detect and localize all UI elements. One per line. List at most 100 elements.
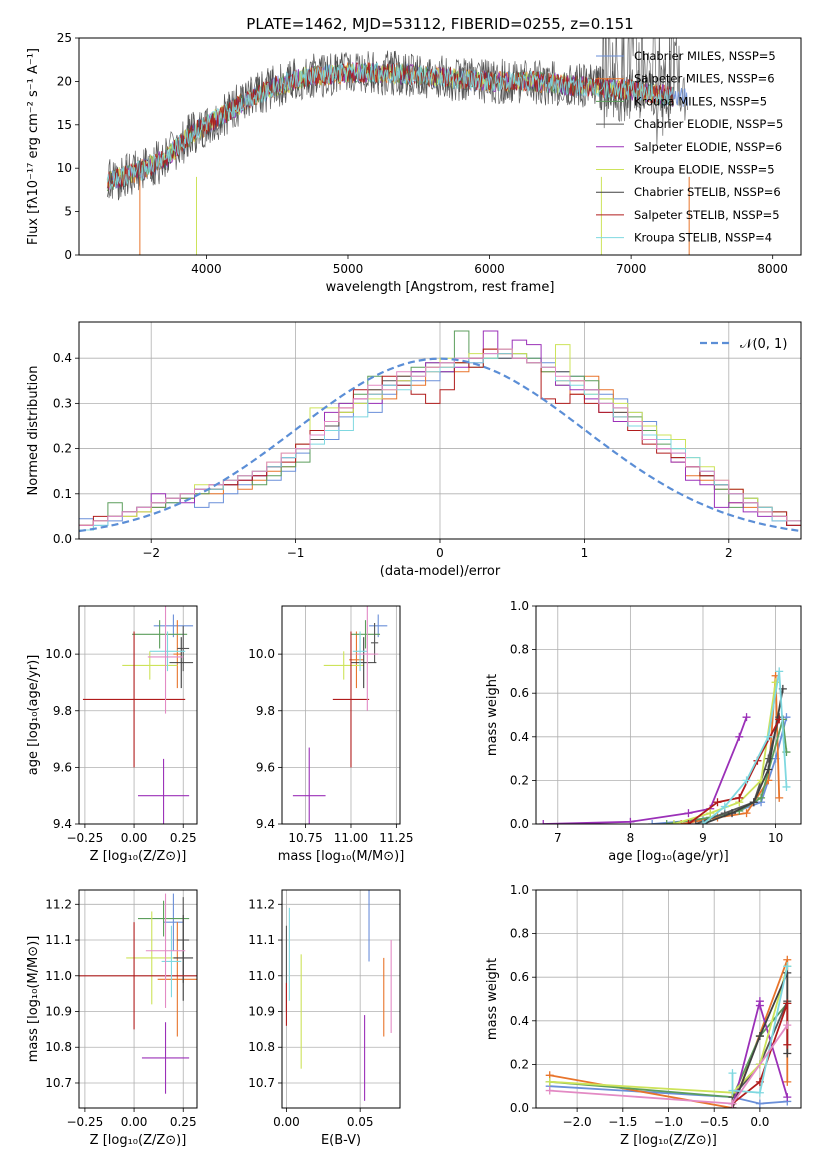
x-axis-label: wavelength [Angstrom, rest frame] — [326, 280, 555, 295]
x-tick-label: 0.0 — [750, 1115, 769, 1129]
x-tick-label: −0.25 — [67, 831, 104, 845]
histogram-step — [79, 348, 801, 539]
y-tick-label: 11.1 — [45, 933, 72, 947]
y-tick-label: 0.0 — [53, 532, 72, 546]
y-tick-label: 10.0 — [45, 647, 72, 661]
y-tick-label: 0.6 — [510, 970, 529, 984]
weight-line — [652, 716, 788, 824]
y-tick-label: 10.8 — [248, 1040, 275, 1054]
figure-title: PLATE=1462, MJD=53112, FIBERID=0255, z=0… — [246, 15, 633, 33]
y-tick-label: 0.0 — [510, 1101, 529, 1115]
age-vs-mass-panel: 10.75 11.00 11.25 9.4 9.6 9.8 10.0 mass [log₁₀(… — [248, 605, 414, 864]
weight-marker — [728, 809, 737, 818]
weight-marker — [648, 820, 657, 824]
x-tick-label: 0.00 — [273, 1115, 300, 1129]
legend-label: Kroupa STELIB, NSSP=4 — [634, 231, 772, 245]
weight-marker — [626, 817, 635, 824]
x-tick-label: −1 — [287, 546, 305, 560]
weight-marker — [539, 820, 548, 824]
x-tick-label: 0.25 — [170, 831, 197, 845]
x-tick-label: −0.5 — [700, 1115, 729, 1129]
x-tick-label: 8000 — [757, 262, 788, 276]
y-tick-label: 1.0 — [510, 599, 529, 613]
weight-marker — [764, 732, 773, 741]
age-vs-Z-panel: −0.25 0.00 0.25 9.4 9.6 9.8 10.0 Z [log₁₀(Z/Z⊙)… — [26, 605, 198, 864]
weight-marker — [684, 820, 693, 824]
mass-vs-Z-panel: −0.25 0.00 0.25 10.7 10.8 10.9 11.0 11.1 11.2 Z [… — [26, 889, 198, 1148]
weight-marker — [755, 1032, 764, 1041]
y-tick-label: 9.4 — [256, 817, 275, 831]
spectrum-panel: 4000 5000 6000 7000 8000 0 5 10 15 20 25 wavelength… — [26, 31, 802, 295]
weight-marker — [783, 1077, 792, 1086]
y-tick-label: 0.4 — [510, 730, 529, 744]
weight-marker — [757, 793, 766, 802]
weight-marker — [684, 809, 693, 818]
x-tick-label: −1.0 — [654, 1115, 683, 1129]
x-tick-label: 4000 — [191, 262, 222, 276]
massweight-vs-Z-marks — [545, 955, 792, 1108]
axes-frame — [78, 37, 802, 256]
x-axis-label: E(B-V) — [321, 1133, 361, 1148]
plots-layer: 4000 5000 6000 7000 80000510152025wavelength… — [26, 31, 802, 1148]
axes-frame — [78, 889, 198, 1109]
legend-label: Kroupa MILES, NSSP=5 — [634, 94, 767, 108]
weight-line — [702, 671, 788, 824]
weight-marker — [545, 1086, 554, 1095]
y-tick-label: 9.4 — [53, 817, 72, 831]
axes-frame — [78, 605, 198, 825]
y-tick-label: 20 — [57, 74, 72, 88]
axes-frame — [78, 321, 802, 540]
weight-line — [543, 716, 748, 824]
spectrum-line-kroupa-stelib — [106, 62, 674, 190]
weight-marker — [706, 809, 715, 818]
y-axis-label: mass [log₁₀(M/M⊙)] — [26, 936, 41, 1063]
legend-label: Salpeter STELIB, NSSP=5 — [634, 208, 780, 222]
x-tick-label: 0 — [436, 546, 444, 560]
weight-marker — [728, 1069, 737, 1078]
x-tick-label: 6000 — [474, 262, 505, 276]
mass-vs-EBV-panel: 0.00 0.05 10.7 10.8 10.9 11.0 11.1 11.2 E(B-V) — [248, 889, 401, 1148]
gaussian-curve — [79, 357, 801, 533]
legend-label: Kroupa ELODIE, NSSP=5 — [634, 163, 775, 177]
legend-label: Chabrier ELODIE, NSSP=5 — [634, 117, 783, 131]
y-tick-label: 1.0 — [510, 883, 529, 897]
age-vs-Z-marks — [82, 606, 194, 824]
x-tick-label: 7000 — [616, 262, 647, 276]
weight-line — [549, 966, 789, 1094]
x-tick-label: 11.00 — [334, 831, 368, 845]
y-tick-label: 0.2 — [53, 442, 72, 456]
y-axis-label: age [log₁₀(age/yr)] — [26, 655, 41, 776]
weight-marker — [713, 798, 722, 807]
spectrum-line-chabrier-stelib — [106, 50, 674, 201]
y-axis-label: Normed distribution — [26, 366, 41, 496]
x-tick-label: 0.25 — [170, 1115, 197, 1129]
histogram-step — [79, 344, 801, 539]
y-axis-label: Flux [fλ10⁻¹⁷ erg cm⁻² s⁻¹ A⁻¹] — [26, 48, 41, 245]
axes-frame — [281, 605, 401, 825]
y-tick-label: 10.9 — [45, 1005, 72, 1019]
axes-frame — [535, 889, 802, 1109]
weight-marker — [735, 732, 744, 741]
weight-marker — [755, 1088, 764, 1097]
weight-marker — [755, 1001, 764, 1010]
y-tick-label: 0 — [64, 248, 72, 262]
weight-line — [549, 1002, 788, 1099]
y-tick-label: 0.2 — [510, 773, 529, 787]
y-tick-label: 10.7 — [248, 1076, 275, 1090]
massweight-vs-Z-panel: −2.0 −1.5 −1.0 −0.5 0.0 0.0 0.2 0.4 0.6 0.8 1.0 Z [… — [485, 883, 802, 1148]
x-tick-label: 0.00 — [121, 831, 148, 845]
weight-marker — [755, 1099, 764, 1108]
weight-marker — [742, 809, 751, 818]
weight-line — [695, 716, 781, 824]
y-tick-label: 0.8 — [510, 927, 529, 941]
x-tick-label: 1 — [581, 546, 589, 560]
y-tick-label: 11.0 — [248, 969, 275, 983]
y-tick-label: 10 — [57, 161, 72, 175]
y-tick-label: 11.2 — [45, 897, 72, 911]
weight-marker — [775, 667, 784, 676]
y-tick-label: 0.4 — [53, 351, 72, 365]
y-tick-label: 11.1 — [248, 933, 275, 947]
weight-marker — [783, 1021, 792, 1030]
x-tick-label: 2 — [725, 546, 733, 560]
